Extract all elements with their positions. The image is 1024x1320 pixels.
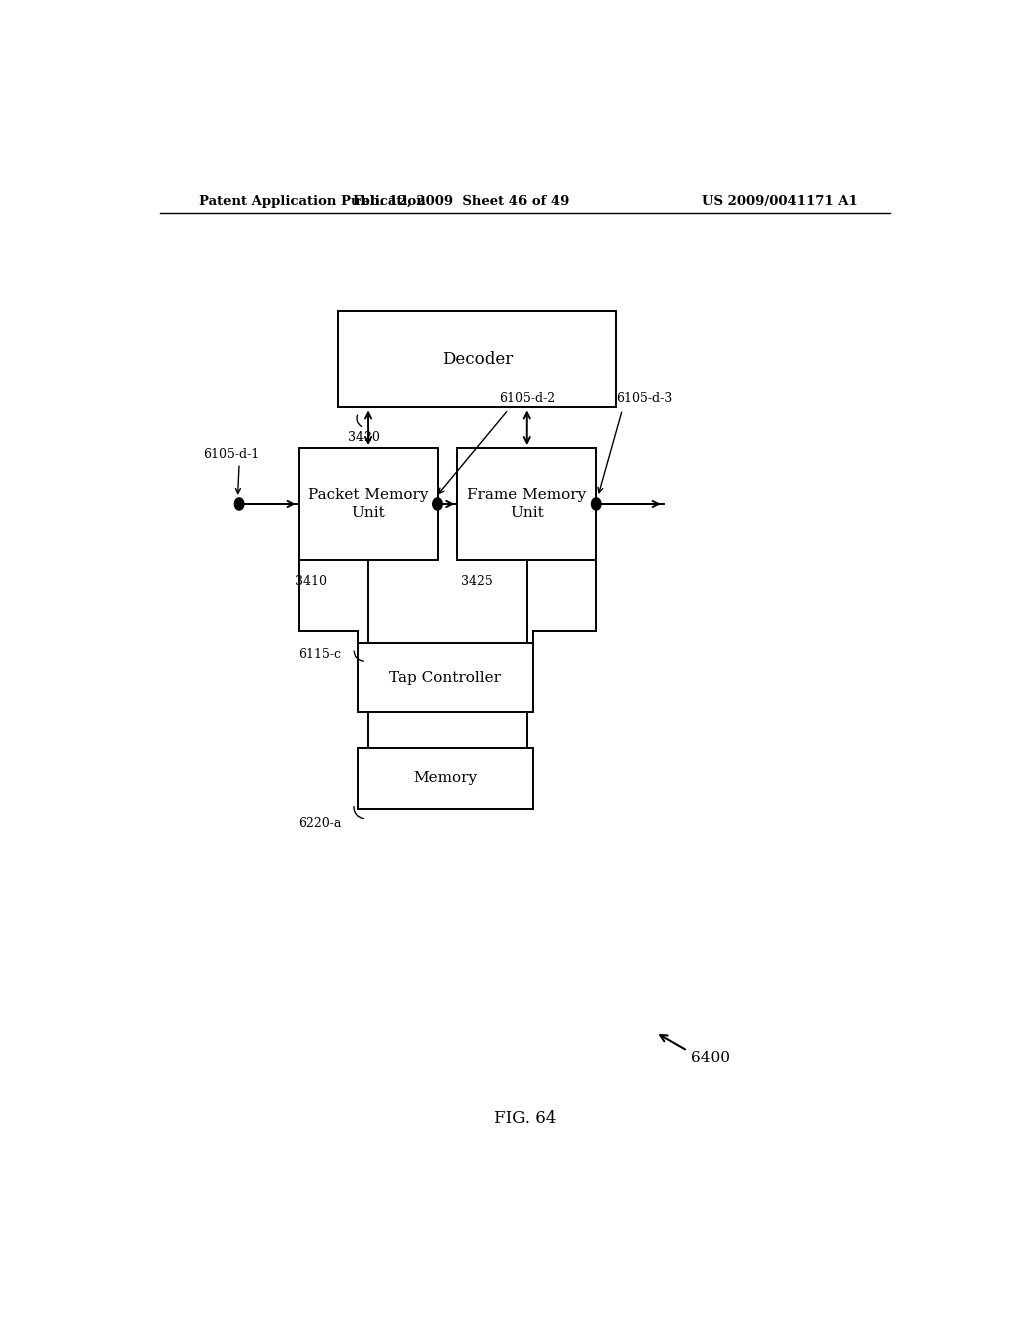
- Text: 3425: 3425: [461, 576, 494, 589]
- Bar: [338, 312, 616, 408]
- Text: 6400: 6400: [691, 1051, 730, 1065]
- Text: 6220-a: 6220-a: [299, 817, 342, 830]
- Bar: [358, 643, 532, 713]
- Text: Feb. 12, 2009  Sheet 46 of 49: Feb. 12, 2009 Sheet 46 of 49: [353, 194, 569, 207]
- Text: 6105-d-1: 6105-d-1: [204, 449, 260, 461]
- Text: 3410: 3410: [295, 576, 327, 589]
- Bar: [299, 447, 437, 560]
- Bar: [458, 447, 596, 560]
- Text: US 2009/0041171 A1: US 2009/0041171 A1: [702, 194, 858, 207]
- Text: Frame Memory
Unit: Frame Memory Unit: [467, 488, 587, 520]
- Text: 3420: 3420: [348, 430, 380, 444]
- Bar: [358, 748, 532, 809]
- Text: 6105-d-3: 6105-d-3: [616, 392, 673, 405]
- Text: Patent Application Publication: Patent Application Publication: [200, 194, 426, 207]
- Text: Memory: Memory: [414, 771, 477, 785]
- Circle shape: [433, 498, 442, 510]
- Circle shape: [592, 498, 601, 510]
- Circle shape: [234, 498, 244, 510]
- Text: FIG. 64: FIG. 64: [494, 1110, 556, 1127]
- Text: 6105-d-2: 6105-d-2: [499, 392, 555, 405]
- Text: Decoder: Decoder: [441, 351, 513, 368]
- Text: 6115-c: 6115-c: [299, 648, 342, 661]
- Text: Packet Memory
Unit: Packet Memory Unit: [308, 488, 428, 520]
- Text: Tap Controller: Tap Controller: [389, 671, 502, 685]
